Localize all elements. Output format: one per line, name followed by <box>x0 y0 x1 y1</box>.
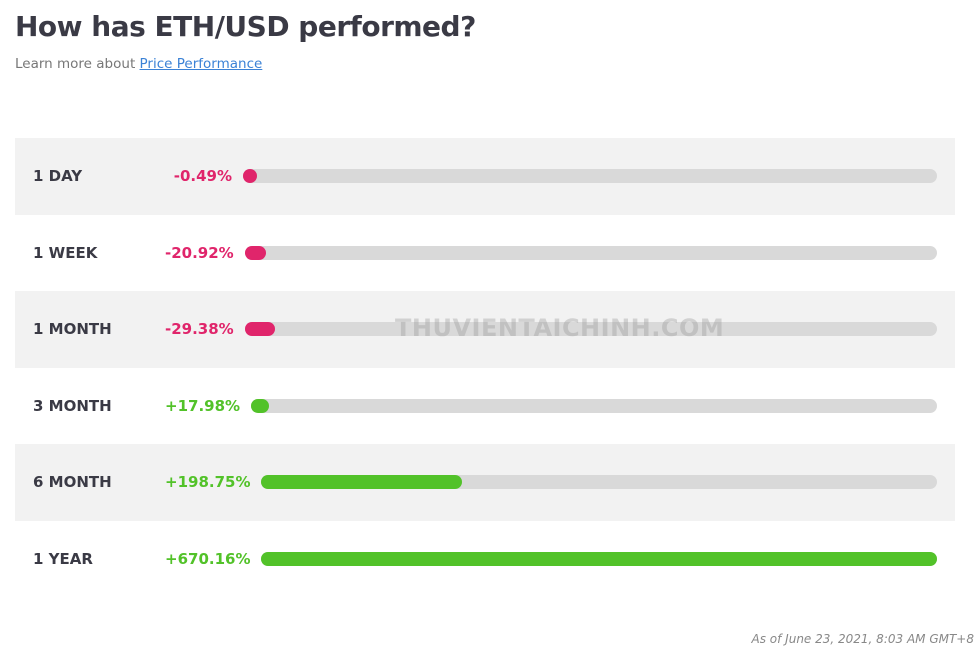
bar-track <box>261 551 937 566</box>
bar-track <box>244 322 937 337</box>
watermark: THUVIENTAICHINH.COM <box>395 314 725 342</box>
bar <box>244 245 267 260</box>
change-label: -0.49% <box>173 167 232 186</box>
row: 1 MONTH -29.38% <box>15 291 955 368</box>
subtitle-line: Learn more about Price Performance <box>15 56 262 72</box>
period-label: 1 MONTH <box>33 320 112 339</box>
period-label: 3 MONTH <box>33 396 112 415</box>
bar-track <box>243 169 937 184</box>
link[interactable]: Price Performance <box>139 56 263 72</box>
bar <box>261 475 462 490</box>
footer: As of June 23, 2021, 8:03 AM GMT+8 <box>751 632 974 646</box>
row: 6 MONTH +198.75% <box>15 444 955 521</box>
change-label: -20.92% <box>165 243 234 262</box>
bar <box>251 398 270 413</box>
row: 1 DAY -0.49% <box>15 138 955 215</box>
period-label: 1 YEAR <box>33 549 93 568</box>
bar <box>243 169 257 184</box>
row: 1 YEAR +670.16% <box>15 521 955 598</box>
bar-track <box>244 245 937 260</box>
row: 3 MONTH +17.98% <box>15 368 955 445</box>
bar-track <box>261 475 937 490</box>
period-label: 1 WEEK <box>33 243 98 262</box>
period-label: 1 DAY <box>33 167 83 186</box>
row: 1 WEEK -20.92% <box>15 215 955 292</box>
change-label: -29.38% <box>165 320 234 339</box>
change-label: +670.16% <box>165 549 251 568</box>
period-label: 6 MONTH <box>33 473 112 492</box>
bar-track <box>251 398 937 413</box>
title: How has ETH/USD performed? <box>15 10 476 43</box>
change-label: +198.75% <box>165 473 251 492</box>
performance-list: 1 DAY -0.49% 1 WEEK -20.92% 1 MONTH -29.38% 3 … <box>15 138 955 597</box>
bar <box>244 322 276 337</box>
subtitle: Learn more about <box>15 56 136 72</box>
change-label: +17.98% <box>165 396 241 415</box>
bar <box>261 551 937 566</box>
